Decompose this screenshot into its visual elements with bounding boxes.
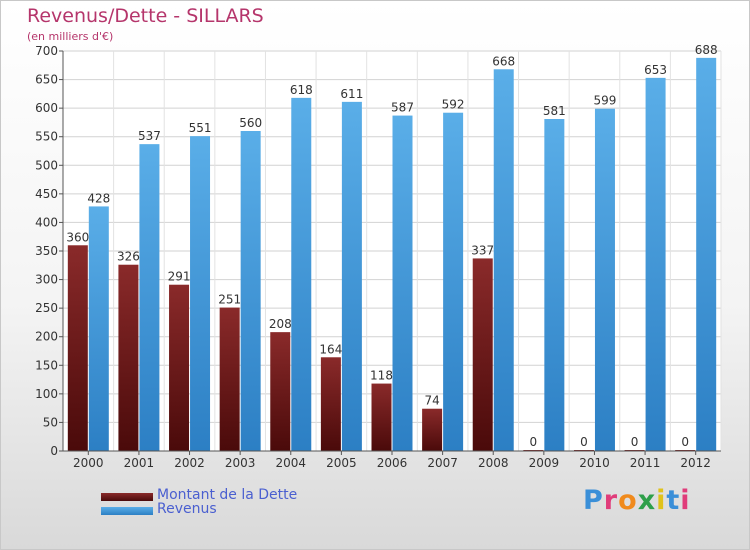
bar-revenus (291, 97, 312, 451)
data-label-debt: 0 (631, 435, 639, 449)
logo-letter: P (583, 485, 604, 516)
x-tick-label: 2002 (174, 456, 205, 470)
bar-debt (371, 383, 392, 451)
bars-layer (67, 57, 717, 452)
y-tick-label: 200 (35, 330, 58, 344)
data-label-debt: 360 (66, 230, 89, 244)
bar-debt (472, 258, 493, 451)
bar-revenus (341, 101, 362, 451)
data-label-debt: 118 (370, 369, 393, 383)
x-tick-label: 2007 (427, 456, 458, 470)
data-label-debt: 326 (117, 250, 140, 264)
y-tick-label: 700 (35, 44, 58, 58)
data-label-revenus: 653 (644, 63, 667, 77)
y-tick-label: 300 (35, 273, 58, 287)
axes-layer: 0 50 100 150 200 250 300 350 400 450 500 550 600 650 7… (35, 44, 721, 470)
bar-debt (422, 408, 443, 451)
bar-debt (270, 332, 291, 451)
x-tick-label: 2011 (630, 456, 661, 470)
bar-revenus (594, 108, 615, 451)
x-tick-label: 2004 (275, 456, 306, 470)
data-label-revenus: 618 (290, 83, 313, 97)
x-tick-label: 2009 (529, 456, 560, 470)
bar-debt (219, 307, 240, 451)
bar-revenus (240, 131, 261, 451)
y-tick-label: 450 (35, 187, 58, 201)
bar-revenus (88, 206, 109, 451)
data-label-debt: 0 (681, 435, 689, 449)
data-label-revenus: 581 (543, 104, 566, 118)
x-tick-label: 2006 (377, 456, 408, 470)
bar-debt (320, 357, 341, 451)
data-label-debt: 291 (168, 270, 191, 284)
bar-revenus (443, 112, 464, 451)
y-tick-label: 0 (50, 444, 58, 458)
y-tick-label: 500 (35, 158, 58, 172)
x-tick-label: 2010 (579, 456, 610, 470)
legend-label-debt: Montant de la Dette (157, 487, 298, 503)
y-tick-label: 650 (35, 73, 58, 87)
bar-debt (67, 245, 88, 451)
x-tick-label: 2005 (326, 456, 357, 470)
data-label-debt: 0 (580, 435, 588, 449)
y-tick-label: 250 (35, 301, 58, 315)
bar-revenus (544, 119, 565, 451)
y-tick-label: 550 (35, 130, 58, 144)
y-tick-label: 350 (35, 244, 58, 258)
y-tick-label: 600 (35, 101, 58, 115)
data-label-revenus: 560 (239, 116, 262, 130)
bar-debt (169, 284, 190, 451)
data-label-debt: 0 (530, 435, 538, 449)
data-label-debt: 251 (218, 293, 241, 307)
y-tick-label: 150 (35, 358, 58, 372)
x-tick-label: 2003 (225, 456, 256, 470)
logo-letter: o (618, 485, 638, 516)
proxiti-logo: Proxiti (583, 485, 691, 516)
data-label-revenus: 587 (391, 101, 414, 115)
x-tick-label: 2012 (680, 456, 711, 470)
data-label-revenus: 599 (594, 94, 617, 108)
x-tick-label: 2000 (73, 456, 104, 470)
data-label-revenus: 668 (492, 54, 515, 68)
logo-letter: r (603, 485, 619, 516)
chart-subtitle: (en milliers d'€) (27, 30, 114, 43)
legend-swatch-revenus (101, 507, 153, 515)
x-tick-label: 2008 (478, 456, 509, 470)
bar-debt (118, 264, 139, 451)
legend-swatch-debt (101, 493, 153, 501)
data-label-debt: 74 (424, 394, 439, 408)
bar-revenus (696, 57, 717, 451)
logo-letter: x (637, 485, 657, 516)
data-label-revenus: 688 (695, 43, 718, 57)
logo-letter: i (656, 485, 667, 516)
bar-revenus (139, 144, 160, 451)
y-tick-label: 50 (43, 415, 58, 429)
bar-revenus (645, 77, 666, 451)
bar-revenus (493, 69, 514, 452)
chart-title: Revenus/Dette - SILLARS (27, 5, 264, 27)
data-label-revenus: 428 (87, 191, 110, 205)
data-label-revenus: 611 (340, 87, 363, 101)
data-label-debt: 337 (471, 243, 494, 257)
legend-label-revenus: Revenus (157, 501, 217, 517)
y-tick-label: 100 (35, 387, 58, 401)
data-label-revenus: 537 (138, 129, 161, 143)
data-label-debt: 164 (319, 342, 342, 356)
data-label-revenus: 551 (189, 121, 212, 135)
data-label-revenus: 592 (442, 98, 465, 112)
y-tick-label: 400 (35, 215, 58, 229)
logo-letter: i (680, 485, 691, 516)
x-tick-label: 2001 (124, 456, 155, 470)
bar-revenus (190, 136, 211, 451)
logo-letter: t (666, 485, 681, 516)
bar-revenus (392, 115, 413, 452)
labels-layer: 360 428 326 537 291 551 251 560 208 618 164 611 118 5… (66, 43, 717, 449)
data-label-debt: 208 (269, 317, 292, 331)
